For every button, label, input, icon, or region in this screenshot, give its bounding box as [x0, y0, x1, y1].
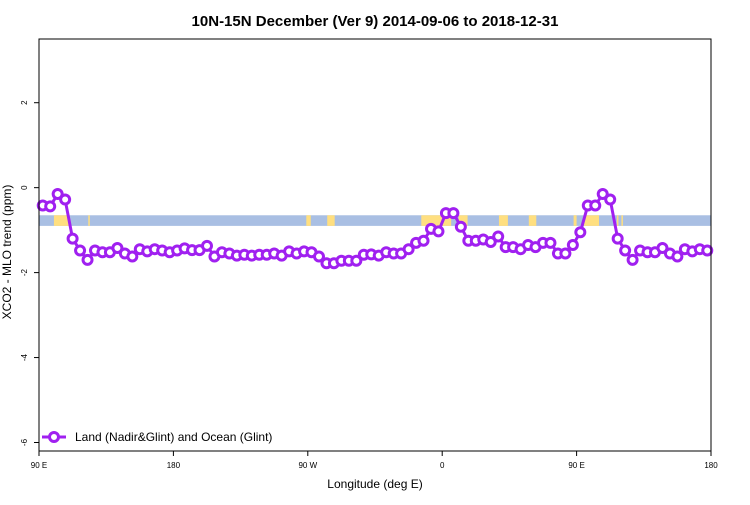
chart-title: 10N-15N December (Ver 9) 2014-09-06 to 2…	[192, 13, 559, 30]
y-tick-label: -2	[20, 269, 29, 277]
y-axis-label: XCO2 - MLO trend (ppm)	[0, 185, 14, 320]
data-point	[574, 226, 587, 239]
data-point	[402, 243, 415, 256]
data-point	[44, 200, 57, 213]
data-point	[604, 193, 617, 206]
data-point	[589, 199, 602, 212]
data-point	[656, 241, 669, 254]
land-segment	[327, 215, 335, 226]
data-point	[454, 220, 467, 233]
x-axis: 90 E 180 90 W 0 90 E 180	[31, 451, 718, 470]
data-point	[611, 232, 624, 245]
data-point	[51, 188, 64, 201]
data-point	[626, 253, 639, 266]
y-tick-label: -4	[20, 353, 29, 361]
x-tick-label: 90 W	[298, 461, 317, 470]
data-point	[417, 234, 430, 247]
data-point	[671, 250, 684, 263]
land-segment	[498, 215, 508, 226]
land-segment	[53, 215, 69, 226]
data-point	[596, 188, 609, 201]
data-point	[313, 250, 325, 263]
legend: Land (Nadir&Glint) and Ocean (Glint)	[42, 430, 272, 444]
data-point	[74, 244, 87, 257]
x-tick-label: 180	[704, 461, 718, 470]
land-segment	[458, 215, 468, 226]
data-point	[201, 239, 213, 252]
ocean-band	[39, 215, 711, 226]
x-tick-label: 90 E	[568, 461, 584, 470]
x-axis-label: Longitude (deg E)	[327, 477, 422, 491]
data-point	[350, 254, 363, 267]
data-point	[126, 250, 139, 263]
data-point	[432, 225, 445, 238]
land-segment	[528, 215, 537, 226]
data-point	[81, 253, 94, 266]
data-point	[619, 244, 632, 257]
data-point	[492, 230, 505, 243]
land-segment	[88, 215, 90, 226]
data-point	[111, 241, 124, 254]
land-segment	[573, 215, 577, 226]
y-tick-label: -6	[20, 438, 29, 446]
x-tick-label: 0	[440, 461, 445, 470]
y-tick-label: 0	[20, 185, 29, 190]
legend-entry-label: Land (Nadir&Glint) and Ocean (Glint)	[75, 430, 272, 444]
y-axis: -6 -4 -2 0 2	[20, 100, 39, 446]
legend-marker	[48, 431, 60, 443]
land-segment	[421, 215, 452, 226]
data-point	[544, 236, 557, 249]
data-point	[559, 247, 572, 260]
data-point	[566, 239, 579, 251]
x-tick-label: 90 E	[31, 461, 47, 470]
plot-frame	[38, 38, 712, 452]
data-point	[484, 236, 497, 249]
land-segment	[584, 215, 599, 226]
data-point	[66, 232, 79, 245]
land-ocean-band	[39, 215, 711, 226]
land-segment	[621, 215, 623, 226]
y-tick-label: 2	[20, 100, 29, 105]
data-point	[59, 193, 72, 206]
data-point	[447, 207, 460, 220]
data-point	[701, 244, 714, 257]
series-layer	[36, 188, 714, 270]
land-segment	[306, 215, 311, 226]
land-segment	[616, 215, 619, 226]
x-tick-label: 180	[167, 461, 181, 470]
